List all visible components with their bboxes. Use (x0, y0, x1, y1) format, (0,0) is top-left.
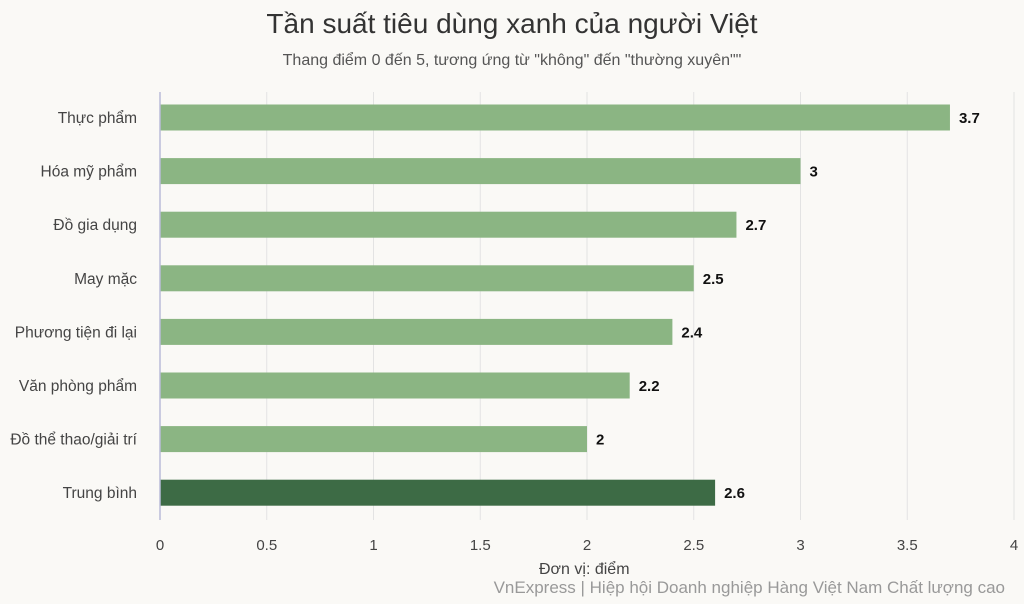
bars (160, 104, 950, 506)
category-label: Đồ thể thao/giải trí (10, 432, 137, 449)
value-label: 2 (596, 432, 604, 449)
bar (160, 211, 737, 238)
bar (160, 372, 630, 399)
x-tick-label: 1.5 (470, 537, 491, 554)
x-tick-label: 1 (369, 537, 377, 554)
category-label: May mặc (74, 271, 137, 288)
value-label: 2.7 (745, 217, 766, 234)
bar (160, 158, 801, 185)
category-label: Hóa mỹ phẩm (41, 164, 137, 181)
value-label: 3 (810, 164, 818, 181)
category-label: Văn phòng phẩm (19, 378, 137, 395)
bar (160, 318, 673, 345)
x-tick-label: 0.5 (256, 537, 277, 554)
category-label: Phương tiện đi lại (15, 324, 137, 341)
source-credit: VnExpress | Hiệp hội Doanh nghiệp Hàng V… (493, 578, 1005, 597)
category-label: Đồ gia dụng (53, 217, 137, 234)
bar (160, 426, 587, 453)
bar (160, 265, 694, 292)
x-tick-labels: 0 0.5 1 1.5 2 2.5 3 3.5 4 (156, 537, 1018, 554)
x-tick-label: 2.5 (683, 537, 704, 554)
category-label: Trung bình (63, 485, 137, 502)
grid-lines (266, 92, 1015, 520)
bar (160, 479, 716, 506)
x-tick-label: 2 (583, 537, 591, 554)
value-label: 2.6 (724, 485, 745, 502)
x-tick-label: 4 (1010, 537, 1018, 554)
value-labels: 3.7 3 2.7 2.5 2.4 2.2 2 2.6 (596, 110, 980, 502)
chart-subtitle: Thang điểm 0 đến 5, tương ứng từ "không"… (282, 52, 742, 69)
value-label: 3.7 (959, 110, 980, 127)
unit-label: Đơn vị: điểm (539, 561, 630, 578)
x-tick-label: 0 (156, 537, 164, 554)
value-label: 2.2 (639, 378, 660, 395)
x-tick-label: 3.5 (897, 537, 918, 554)
bar (160, 104, 950, 131)
category-labels: Thực phẩm Hóa mỹ phẩm Đồ gia dụng May mặc Ph… (10, 110, 137, 502)
x-tick-label: 3 (796, 537, 804, 554)
value-label: 2.5 (703, 271, 724, 288)
category-label: Thực phẩm (58, 110, 137, 127)
value-label: 2.4 (681, 324, 703, 341)
chart-title: Tần suất tiêu dùng xanh của người Việt (266, 8, 758, 39)
